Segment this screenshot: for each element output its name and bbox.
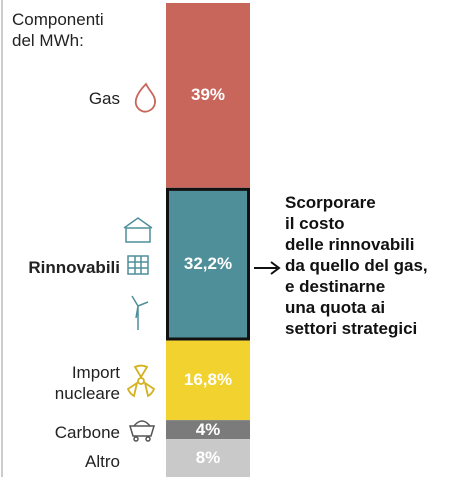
bar-segment <box>166 340 250 421</box>
bar-segment <box>166 187 250 341</box>
category-label: Carbone <box>54 423 120 443</box>
highlight-frame <box>166 187 250 341</box>
coal-icon <box>128 420 156 442</box>
bar-segment <box>166 420 250 440</box>
value-label: 8% <box>195 448 221 468</box>
renewable-icons <box>123 217 153 330</box>
value-label: 4% <box>195 419 221 439</box>
value-label: 39% <box>190 85 226 105</box>
value-label: 32,2% <box>183 254 233 274</box>
annotation: Scorporare il costo delle rinnovabili da… <box>285 193 428 338</box>
arrow <box>254 261 281 275</box>
gas-icon <box>134 82 156 113</box>
category-label: Altro <box>85 451 120 471</box>
bar-segment <box>166 439 250 477</box>
bar-segment <box>166 3 250 188</box>
category-label: Rinnovabili <box>28 257 120 277</box>
value-label: 16,8% <box>183 370 233 390</box>
category-label: Gas <box>88 88 120 108</box>
nuclear-icon <box>126 364 156 398</box>
chart-title: Componenti del MWh: <box>12 10 104 50</box>
category-label: Import nucleare <box>54 363 120 404</box>
